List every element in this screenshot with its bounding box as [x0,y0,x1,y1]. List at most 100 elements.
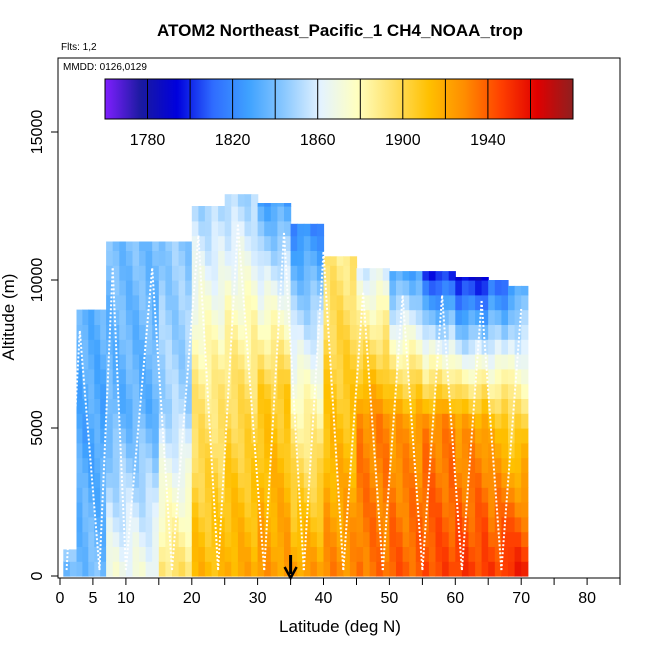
heatmap-cell [244,368,252,385]
heatmap-cell [303,309,311,325]
heatmap-cell [125,250,134,266]
heatmap-cell [237,561,246,577]
heatmap-cell [158,487,166,503]
colorbar-tick-label: 1940 [470,132,506,149]
flight-track-segment [151,268,173,571]
heatmap-cell [336,383,344,399]
flight-track-segment [283,232,305,571]
heatmap-cell [204,309,213,325]
heatmap-cell [369,339,377,355]
heatmap-cell [158,324,166,340]
heatmap-cell [277,398,285,414]
heatmap-cell [178,413,186,429]
heatmap-cell [514,368,522,385]
heatmap-cell [442,472,450,488]
latitude-marker [283,555,298,581]
heatmap-cell [448,324,456,340]
heatmap-cell [284,203,292,207]
heatmap-cell [455,294,463,311]
heatmap-cell [356,324,364,340]
heatmap-cell [257,309,265,325]
heatmap-cell [290,531,298,547]
heatmap-cell [428,271,437,281]
heatmap-cell [468,309,476,325]
heatmap-cell [172,413,180,429]
heatmap-cell [139,531,147,547]
heatmap-cell [428,428,437,444]
heatmap-cell [224,472,232,488]
heatmap-cell [125,339,134,355]
heatmap-cell [185,241,193,251]
heatmap-cell [76,354,83,370]
heatmap-cell [290,457,298,473]
heatmap-cell [125,502,134,518]
heatmap-cell [270,413,278,429]
heatmap-cell [475,309,483,325]
heatmap-cell [125,531,134,547]
heatmap-cell [521,457,529,473]
heatmap-cell [468,277,476,281]
heatmap-cell [158,531,166,547]
heatmap-cell [481,516,489,533]
heatmap-cell [88,354,95,370]
heatmap-cell [191,324,199,340]
heatmap-cell [277,220,285,237]
heatmap-cell [132,546,140,562]
heatmap-cell [218,413,226,429]
heatmap-cell [455,546,463,562]
heatmap-cell [297,487,305,503]
heatmap-cell [435,442,443,459]
heatmap-cell [218,324,226,340]
heatmap-cell [363,516,371,533]
heatmap-cell [100,428,107,444]
heatmap-cell [461,368,470,385]
heatmap-cell [501,487,509,503]
heatmap-cell [198,368,206,385]
heatmap-cell [198,561,206,577]
heatmap-cell [139,294,147,311]
heatmap-cell [251,546,259,562]
heatmap-cell [382,268,390,281]
heatmap-cell [178,250,186,266]
heatmap-cell [422,428,430,444]
heatmap-cell [501,280,509,296]
flight-track-segment [401,295,424,571]
heatmap-cell [251,220,259,237]
heatmap-cell [514,309,522,325]
heatmap-cell [396,502,404,518]
heatmap-cell [455,277,463,281]
heatmap-cell [132,339,140,355]
heatmap-cell [363,383,371,399]
heatmap-cell [191,309,199,325]
heatmap-cell [330,339,338,355]
heatmap-cell [158,339,166,355]
heatmap-cell [448,280,456,296]
heatmap-cell [119,265,127,281]
heatmap-cell [231,516,239,533]
heatmap-cell [244,457,252,473]
heatmap-cell [409,339,417,355]
heatmap-cell [501,354,509,370]
heatmap-cell [481,472,489,488]
heatmap-cell [349,354,358,370]
heatmap-cell [112,250,120,266]
heatmap-cell [244,309,252,325]
heatmap-cell [237,294,246,311]
heatmap-cell [422,280,430,296]
heatmap-cell [297,309,305,325]
heatmap-cell [139,324,147,340]
heatmap-cell [158,428,166,444]
heatmap-cell [76,413,83,429]
heatmap-cell [481,428,489,444]
heatmap-cell [435,546,443,562]
heatmap-cell [277,383,285,399]
heatmap-cell [494,546,502,562]
heatmap-cell [494,502,502,518]
heatmap-cell [349,398,358,414]
heatmap-cell [475,487,483,503]
heatmap-cell [382,383,390,399]
heatmap-cell [94,442,101,459]
heatmap-cell [165,457,173,473]
heatmap-cell [76,398,83,414]
heatmap-cell [185,339,193,355]
